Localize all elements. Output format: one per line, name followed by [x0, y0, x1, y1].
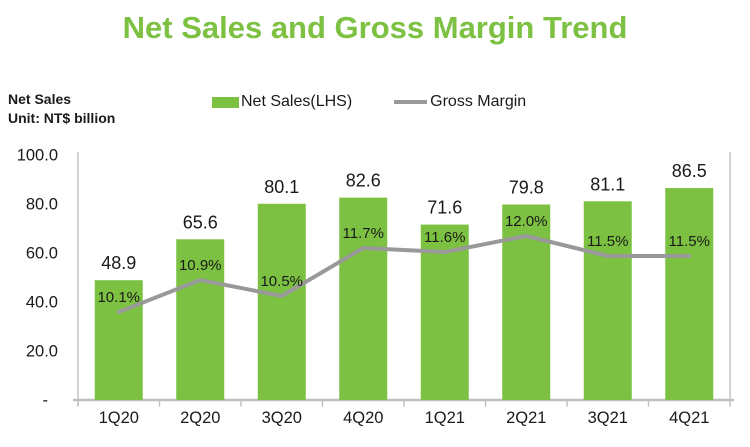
legend: Net Sales(LHS) Gross Margin [212, 92, 526, 112]
axis-note-line2: Unit: NT$ billion [8, 110, 116, 126]
bar-4Q20 [339, 197, 388, 400]
gross-margin-line [116, 234, 692, 314]
x-axis-label-2Q21: 2Q21 [506, 409, 546, 427]
x-axis-label-2Q20: 2Q20 [180, 409, 220, 427]
x-axis-label-1Q21: 1Q21 [425, 409, 465, 427]
y-axis-label: - [43, 392, 49, 410]
net-sales-value-label: 71.6 [427, 198, 462, 218]
net-sales-value-label: 82.6 [346, 171, 381, 191]
x-axis-label-3Q21: 3Q21 [588, 409, 628, 427]
bar-3Q20 [257, 203, 306, 400]
x-axis-label-3Q20: 3Q20 [262, 409, 302, 427]
y-axis-label: 40.0 [26, 294, 58, 312]
gross-margin-value-label: 11.6% [424, 229, 465, 246]
net-sales-value-label: 65.6 [183, 212, 218, 232]
gross-margin-legend-label: Gross Margin [430, 93, 527, 110]
bar-4Q21 [665, 188, 714, 400]
net-sales-legend-label: Net Sales(LHS) [241, 93, 353, 110]
y-axis-label: 80.0 [26, 196, 58, 214]
bar-1Q20 [94, 280, 143, 400]
bar-2Q20 [176, 239, 225, 400]
gross-margin-value-label: 11.7% [343, 225, 384, 242]
bar-2Q21 [502, 204, 551, 400]
gross-margin-value-label: 10.9% [179, 257, 222, 274]
axis-note-line1: Net Sales [8, 91, 72, 107]
gross-margin-value-label: 10.1% [97, 289, 140, 306]
net-sales-value-label: 80.1 [264, 177, 299, 197]
bar-3Q21 [583, 201, 632, 400]
net-sales-value-label: 79.8 [509, 177, 544, 197]
y-axis-label: 20.0 [26, 343, 58, 361]
net-sales-value-label: 48.9 [101, 253, 136, 273]
y-axis-label: 100.0 [17, 147, 58, 165]
gross-margin-value-label: 11.5% [587, 233, 628, 250]
net-sales-legend-swatch [212, 96, 239, 108]
net-sales-value-label: 81.1 [590, 174, 625, 194]
chart-title: Net Sales and Gross Margin Trend [122, 10, 628, 45]
y-axis-label: 60.0 [26, 245, 58, 263]
x-axis-label-4Q21: 4Q21 [669, 409, 709, 427]
gross-margin-value-label: 10.5% [260, 273, 303, 290]
gross-margin-value-label: 12.0% [505, 213, 548, 230]
x-axis-label-1Q20: 1Q20 [99, 409, 139, 427]
gross-margin-value-label: 11.5% [669, 233, 710, 250]
x-axis-label-4Q20: 4Q20 [343, 409, 383, 427]
gross-margin-legend-line [394, 100, 428, 104]
net-sales-value-label: 86.5 [672, 161, 707, 181]
left-axis-note: Net Sales Unit: NT$ billion [8, 90, 115, 128]
